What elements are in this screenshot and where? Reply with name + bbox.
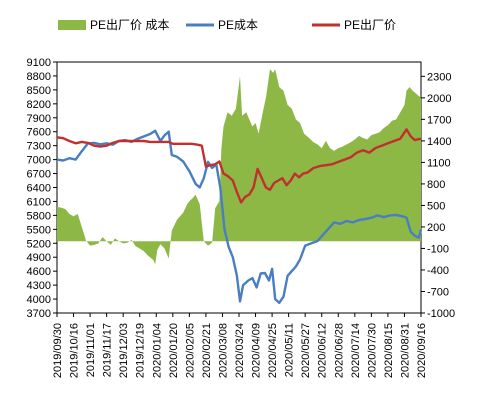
x-tick-label: 2020/03/24: [234, 323, 246, 378]
right-tick-label: 1700: [427, 114, 451, 126]
x-tick-label: 2020/08/31: [399, 323, 411, 378]
left-tick-label: 5500: [27, 224, 51, 236]
right-tick-label: -1000: [427, 308, 455, 320]
x-tick-label: 2020/06/28: [333, 323, 345, 378]
x-tick-label: 2019/10/16: [69, 323, 81, 378]
x-tick-label: 2020/01/04: [151, 323, 163, 378]
right-tick-label: -100: [427, 243, 449, 255]
left-tick-label: 8500: [27, 85, 51, 97]
right-tick-label: 1100: [427, 157, 451, 169]
x-tick-label: 2020/08/15: [383, 323, 395, 378]
left-tick-label: 3700: [27, 308, 51, 320]
right-tick-label: 500: [427, 200, 445, 212]
legend: PE出厂价 成本 PE成本 PE出厂价: [58, 18, 396, 32]
x-tick-label: 2020/05/27: [300, 323, 312, 378]
left-tick-label: 7300: [27, 141, 51, 153]
left-tick-label: 4300: [27, 280, 51, 292]
left-tick-label: 9100: [27, 57, 51, 69]
right-tick-label: 2300: [427, 71, 451, 83]
left-tick-label: 8200: [27, 99, 51, 111]
right-tick-label: -400: [427, 265, 449, 277]
left-tick-label: 7000: [27, 155, 51, 167]
series-line-price: [56, 128, 422, 204]
x-tick-label: 2020/04/09: [251, 323, 263, 378]
left-tick-label: 5200: [27, 238, 51, 250]
x-tick-label: 2020/02/21: [201, 323, 213, 378]
left-tick-label: 6700: [27, 169, 51, 181]
x-tick-label: 2020/04/25: [267, 323, 279, 378]
x-tick-label: 2019/12/19: [135, 323, 147, 378]
x-tick-label: 2020/09/16: [416, 323, 428, 378]
x-tick-label: 2020/01/20: [168, 323, 180, 378]
x-tick-label: 2019/11/17: [102, 323, 114, 377]
left-tick-label: 7900: [27, 113, 51, 125]
x-tick-label: 2019/11/01: [85, 323, 97, 377]
left-tick-label: 7600: [27, 127, 51, 139]
right-tick-label: 800: [427, 179, 445, 191]
legend-label-spread: PE出厂价 成本: [90, 18, 169, 32]
right-tick-label: 200: [427, 222, 445, 234]
x-tick-label: 2019/12/03: [118, 323, 130, 378]
left-tick-label: 5800: [27, 210, 51, 222]
left-tick-label: 8800: [27, 71, 51, 83]
x-tick-label: 2020/03/08: [217, 323, 229, 378]
left-axis: 9100 8800 8500 8200 7900 7600 7300 7000 6700 6400…: [27, 57, 57, 320]
left-tick-label: 4600: [27, 266, 51, 278]
x-tick-label: 2019/09/30: [52, 323, 64, 378]
plot-area: [56, 61, 423, 314]
right-tick-label: 1400: [427, 136, 451, 148]
right-tick-label: 2000: [427, 93, 451, 105]
legend-label-price: PE出厂价: [344, 18, 396, 32]
x-tick-label: 2020/02/05: [184, 323, 196, 378]
left-tick-label: 4900: [27, 252, 51, 264]
x-tick-label: 2020/07/30: [366, 323, 378, 378]
left-tick-label: 4000: [27, 294, 51, 306]
left-tick-label: 6400: [27, 183, 51, 195]
x-tick-label: 2020/05/11: [284, 323, 296, 377]
x-axis: 2019/09/30 2019/10/16 2019/11/01 2019/11/17…: [52, 313, 428, 378]
right-tick-label: -700: [427, 286, 449, 298]
left-tick-label: 6100: [27, 196, 51, 208]
legend-swatch-spread: [58, 20, 86, 30]
x-tick-label: 2020/07/14: [350, 323, 362, 378]
right-axis: 2300 2000 1700 1400 1100 800 500 200 -100 -400 -70…: [421, 71, 455, 320]
legend-label-cost: PE成本: [218, 18, 258, 32]
x-tick-label: 2020/06/12: [317, 323, 329, 378]
series-area-spread: [57, 69, 421, 265]
